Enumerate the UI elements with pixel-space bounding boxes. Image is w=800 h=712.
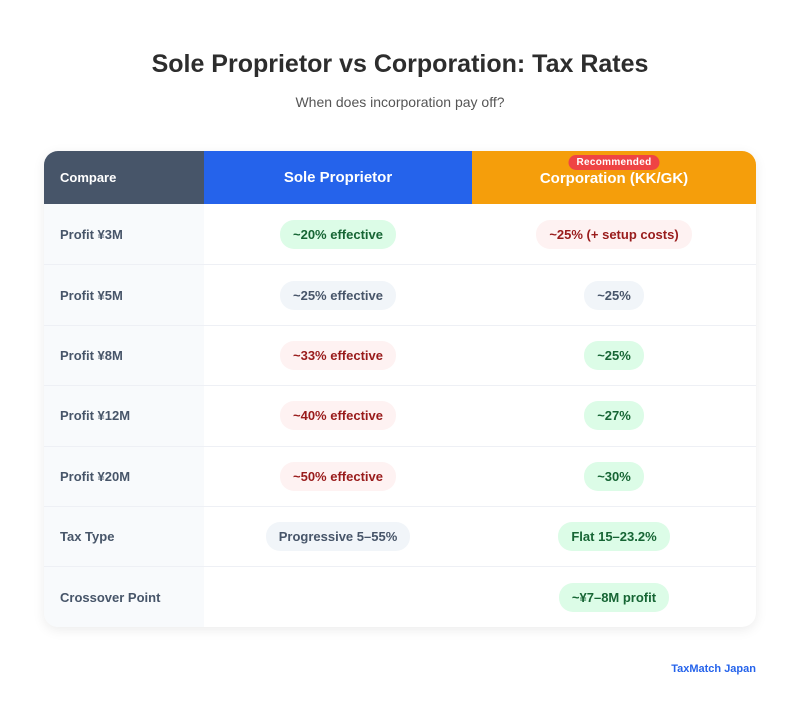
row-label: Tax Type [44, 506, 204, 567]
sole-proprietor-cell: ~50% effective [204, 447, 472, 506]
sole-proprietor-cell: ~20% effective [204, 204, 472, 264]
brand-footer: TaxMatch Japan [671, 663, 756, 675]
sole-proprietor-cell [204, 567, 472, 626]
comparison-table: Compare Sole Proprietor Recommended Corp… [44, 151, 756, 627]
table-row: Profit ¥20M ~50% effective ~30% [44, 445, 756, 506]
table-row: Tax Type Progressive 5–55% Flat 15–23.2% [44, 505, 756, 567]
corporation-cell: ~27% [472, 386, 756, 445]
header-sole-proprietor-label: Sole Proprietor [283, 169, 393, 186]
corporation-cell: ~30% [472, 447, 756, 506]
corp-rate-pill: Flat 15–23.2% [558, 522, 670, 552]
table-header: Compare Sole Proprietor Recommended Corp… [44, 151, 756, 204]
page-title: Sole Proprietor vs Corporation: Tax Rate… [151, 50, 649, 78]
corp-rate-pill: ~¥7–8M profit [558, 582, 670, 612]
row-label: Profit ¥3M [44, 204, 204, 265]
sole-rate-pill: ~50% effective [280, 461, 396, 491]
table-row: Profit ¥5M ~25% effective ~25% [44, 264, 756, 325]
sole-rate-pill: ~25% effective [280, 280, 396, 310]
sole-rate-pill: ~20% effective [280, 219, 396, 249]
corporation-cell: ~25% (+ setup costs) [472, 204, 756, 264]
page-subtitle: When does incorporation pay off? [295, 94, 505, 110]
sole-proprietor-cell: ~25% effective [204, 265, 472, 324]
table-body: Profit ¥3M ~20% effective ~25% (+ setup co… [44, 204, 756, 627]
row-label: Crossover Point [44, 567, 204, 627]
corp-rate-pill: ~25% [584, 340, 644, 370]
table-row: Profit ¥3M ~20% effective ~25% (+ setup co… [44, 204, 756, 265]
corporation-cell: ~25% [472, 265, 756, 324]
sole-proprietor-cell: Progressive 5–55% [204, 507, 472, 566]
sole-rate-pill: ~40% effective [280, 401, 396, 431]
recommended-badge: Recommended [568, 155, 660, 170]
corp-rate-pill: ~30% [584, 461, 644, 491]
header-compare: Compare [44, 151, 204, 204]
table-row: Profit ¥8M ~33% effective ~25% [44, 324, 756, 386]
header-corporation: Recommended Corporation (KK/GK) [472, 151, 756, 204]
header-corporation-label: Corporation (KK/GK) [539, 170, 689, 187]
corporation-cell: Flat 15–23.2% [472, 507, 756, 566]
corp-rate-pill: ~25% (+ setup costs) [536, 219, 692, 249]
table-row: Profit ¥12M ~40% effective ~27% [44, 385, 756, 446]
corp-rate-pill: ~25% [584, 280, 644, 310]
table-row: Crossover Point ~¥7–8M profit [44, 566, 756, 627]
sole-proprietor-cell: ~40% effective [204, 386, 472, 445]
row-label: Profit ¥20M [44, 446, 204, 506]
row-label: Profit ¥5M [44, 265, 204, 325]
sole-rate-pill: ~33% effective [280, 340, 396, 370]
header-sole-proprietor: Sole Proprietor [204, 151, 472, 204]
corp-rate-pill: ~27% [584, 401, 644, 431]
row-label: Profit ¥8M [44, 325, 204, 386]
corporation-cell: ~25% [472, 326, 756, 385]
corporation-cell: ~¥7–8M profit [472, 567, 756, 626]
sole-rate-pill: Progressive 5–55% [265, 522, 411, 552]
sole-proprietor-cell: ~33% effective [204, 326, 472, 385]
row-label: Profit ¥12M [44, 386, 204, 446]
